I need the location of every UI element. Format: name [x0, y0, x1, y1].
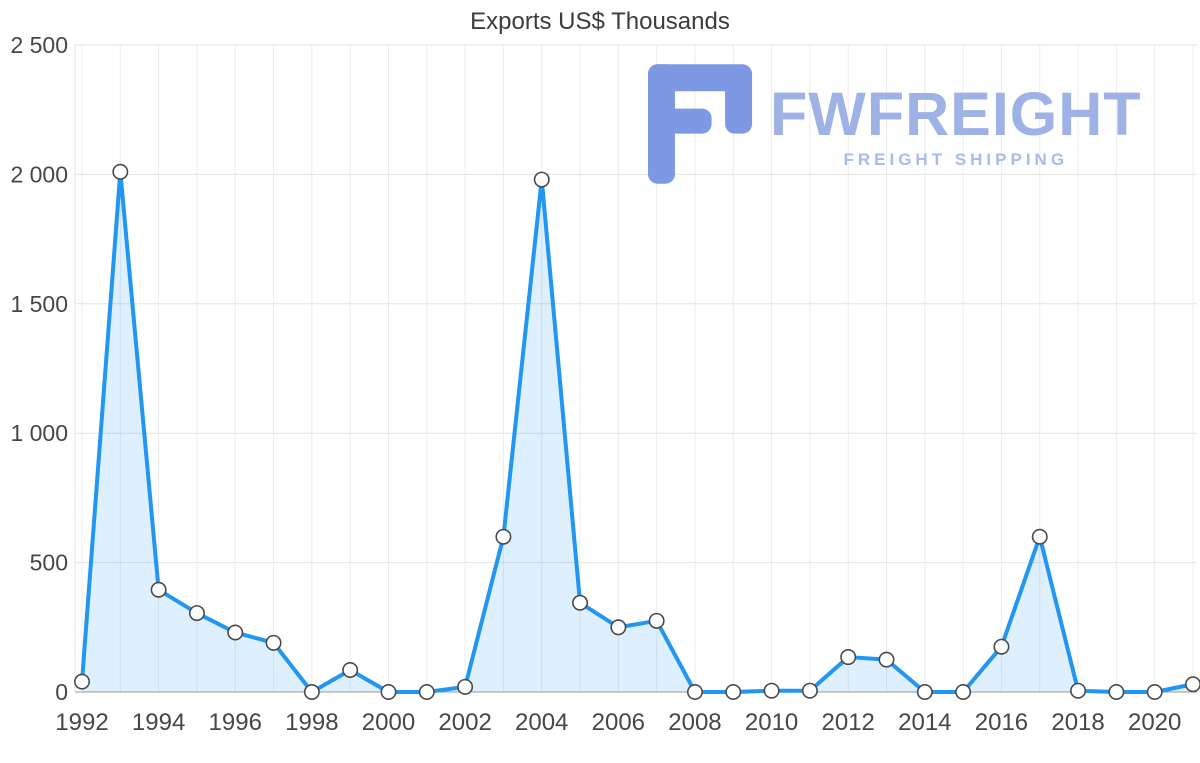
- data-point-marker: [1146, 683, 1163, 700]
- x-axis-tick-label: 1994: [132, 709, 185, 736]
- x-axis-tick-label: 1996: [209, 709, 262, 736]
- data-point-marker: [533, 171, 550, 188]
- chart-title: Exports US$ Thousands: [470, 8, 730, 35]
- data-point-marker: [74, 673, 91, 690]
- y-axis-tick-label: 2 000: [10, 161, 68, 187]
- y-axis-tick-label: 500: [30, 550, 68, 576]
- x-axis-tick-label: 2016: [975, 709, 1028, 736]
- x-axis-tick-label: 1992: [55, 709, 108, 736]
- data-point-marker: [418, 683, 435, 700]
- x-axis-tick-label: 2000: [362, 709, 415, 736]
- data-point-marker: [955, 683, 972, 700]
- x-axis-tick-label: 2004: [515, 709, 568, 736]
- data-point-marker: [150, 581, 167, 598]
- data-point-marker: [1185, 676, 1200, 693]
- data-point-marker: [993, 638, 1010, 655]
- x-axis-tick-label: 2006: [592, 709, 645, 736]
- data-point-marker: [686, 683, 703, 700]
- x-axis-tick-label: 2008: [668, 709, 721, 736]
- data-point-marker: [342, 662, 359, 679]
- data-point-marker: [303, 683, 320, 700]
- x-axis-tick-label: 1998: [285, 709, 338, 736]
- x-axis-tick-label: 2020: [1128, 709, 1181, 736]
- data-point-marker: [227, 624, 244, 641]
- data-point-marker: [1031, 528, 1048, 545]
- data-point-marker: [763, 682, 780, 699]
- x-axis-tick-label: 2010: [745, 709, 798, 736]
- data-point-marker: [265, 634, 282, 651]
- data-point-marker: [112, 163, 129, 180]
- data-point-marker: [457, 678, 474, 695]
- data-point-marker: [840, 649, 857, 666]
- y-axis-tick-label: 1 500: [10, 291, 68, 317]
- data-point-marker: [572, 594, 589, 611]
- data-point-marker: [801, 682, 818, 699]
- y-axis-tick-label: 2 500: [10, 32, 68, 58]
- data-point-marker: [878, 651, 895, 668]
- data-point-marker: [1070, 682, 1087, 699]
- data-point-marker: [188, 605, 205, 622]
- data-point-marker: [916, 683, 933, 700]
- data-point-marker: [610, 619, 627, 636]
- data-point-marker: [1108, 683, 1125, 700]
- x-axis-tick-label: 2012: [822, 709, 875, 736]
- data-point-marker: [648, 612, 665, 629]
- data-point-marker: [725, 683, 742, 700]
- y-axis-tick-label: 0: [55, 679, 68, 705]
- x-axis-tick-label: 2014: [898, 709, 951, 736]
- x-axis-tick-label: 2002: [438, 709, 491, 736]
- data-point-marker: [495, 528, 512, 545]
- area-fill: [82, 171, 1193, 692]
- data-point-marker: [380, 683, 397, 700]
- x-axis-tick-label: 2018: [1051, 709, 1104, 736]
- y-axis-tick-label: 1 000: [10, 420, 68, 446]
